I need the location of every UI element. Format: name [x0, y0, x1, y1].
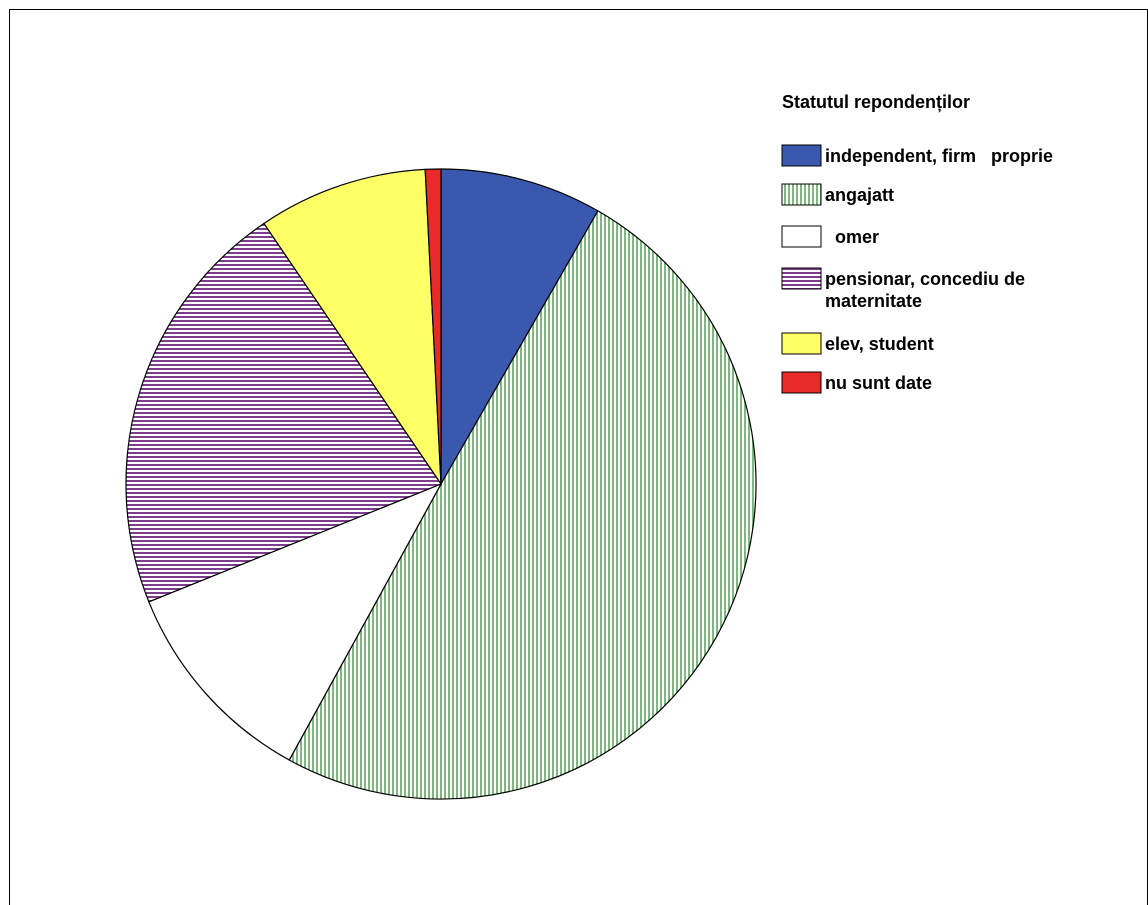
legend-swatch: [781, 267, 822, 290]
pie-slice-angajatt: [288, 210, 757, 800]
legend-swatch: [781, 183, 822, 206]
legend-title: Statutul repondenților: [782, 92, 970, 112]
legend-label: pensionar, concediu de maternitate: [825, 269, 1025, 311]
legend-item-omer: omer: [781, 225, 879, 248]
pie-slice-independent-firm-proprie: [440, 168, 599, 487]
legend-label: elev, student: [825, 334, 934, 354]
legend-swatch: [781, 225, 822, 248]
legend-label: independent, firm proprie: [825, 146, 1053, 166]
pie-slice-pensionar-concediu-de-maternitate: [125, 222, 442, 603]
legend-swatch: [781, 144, 822, 167]
legend-item-pensionar-concediu-de-maternitate: pensionar, concediu de maternitate: [781, 267, 1025, 311]
legend-item-nu-sunt-date: nu sunt date: [781, 371, 932, 394]
legend-item-elev-student: elev, student: [781, 332, 934, 355]
legend-label: angajatt: [825, 185, 894, 205]
legend-swatch: [781, 332, 822, 355]
pie-slice-nu-sunt-date: [424, 168, 442, 485]
legend: Statutul repondenților independent, firm…: [781, 92, 1053, 394]
legend-item-angajatt: angajatt: [781, 183, 894, 206]
legend-label: omer: [825, 227, 879, 247]
legend-item-independent-firm-proprie: independent, firm proprie: [781, 144, 1053, 167]
pie-slice-elev-student: [263, 168, 442, 487]
pie-slice-omer: [148, 482, 443, 761]
pie-slices: [125, 168, 757, 800]
legend-swatch: [781, 371, 822, 394]
legend-label: nu sunt date: [825, 373, 932, 393]
